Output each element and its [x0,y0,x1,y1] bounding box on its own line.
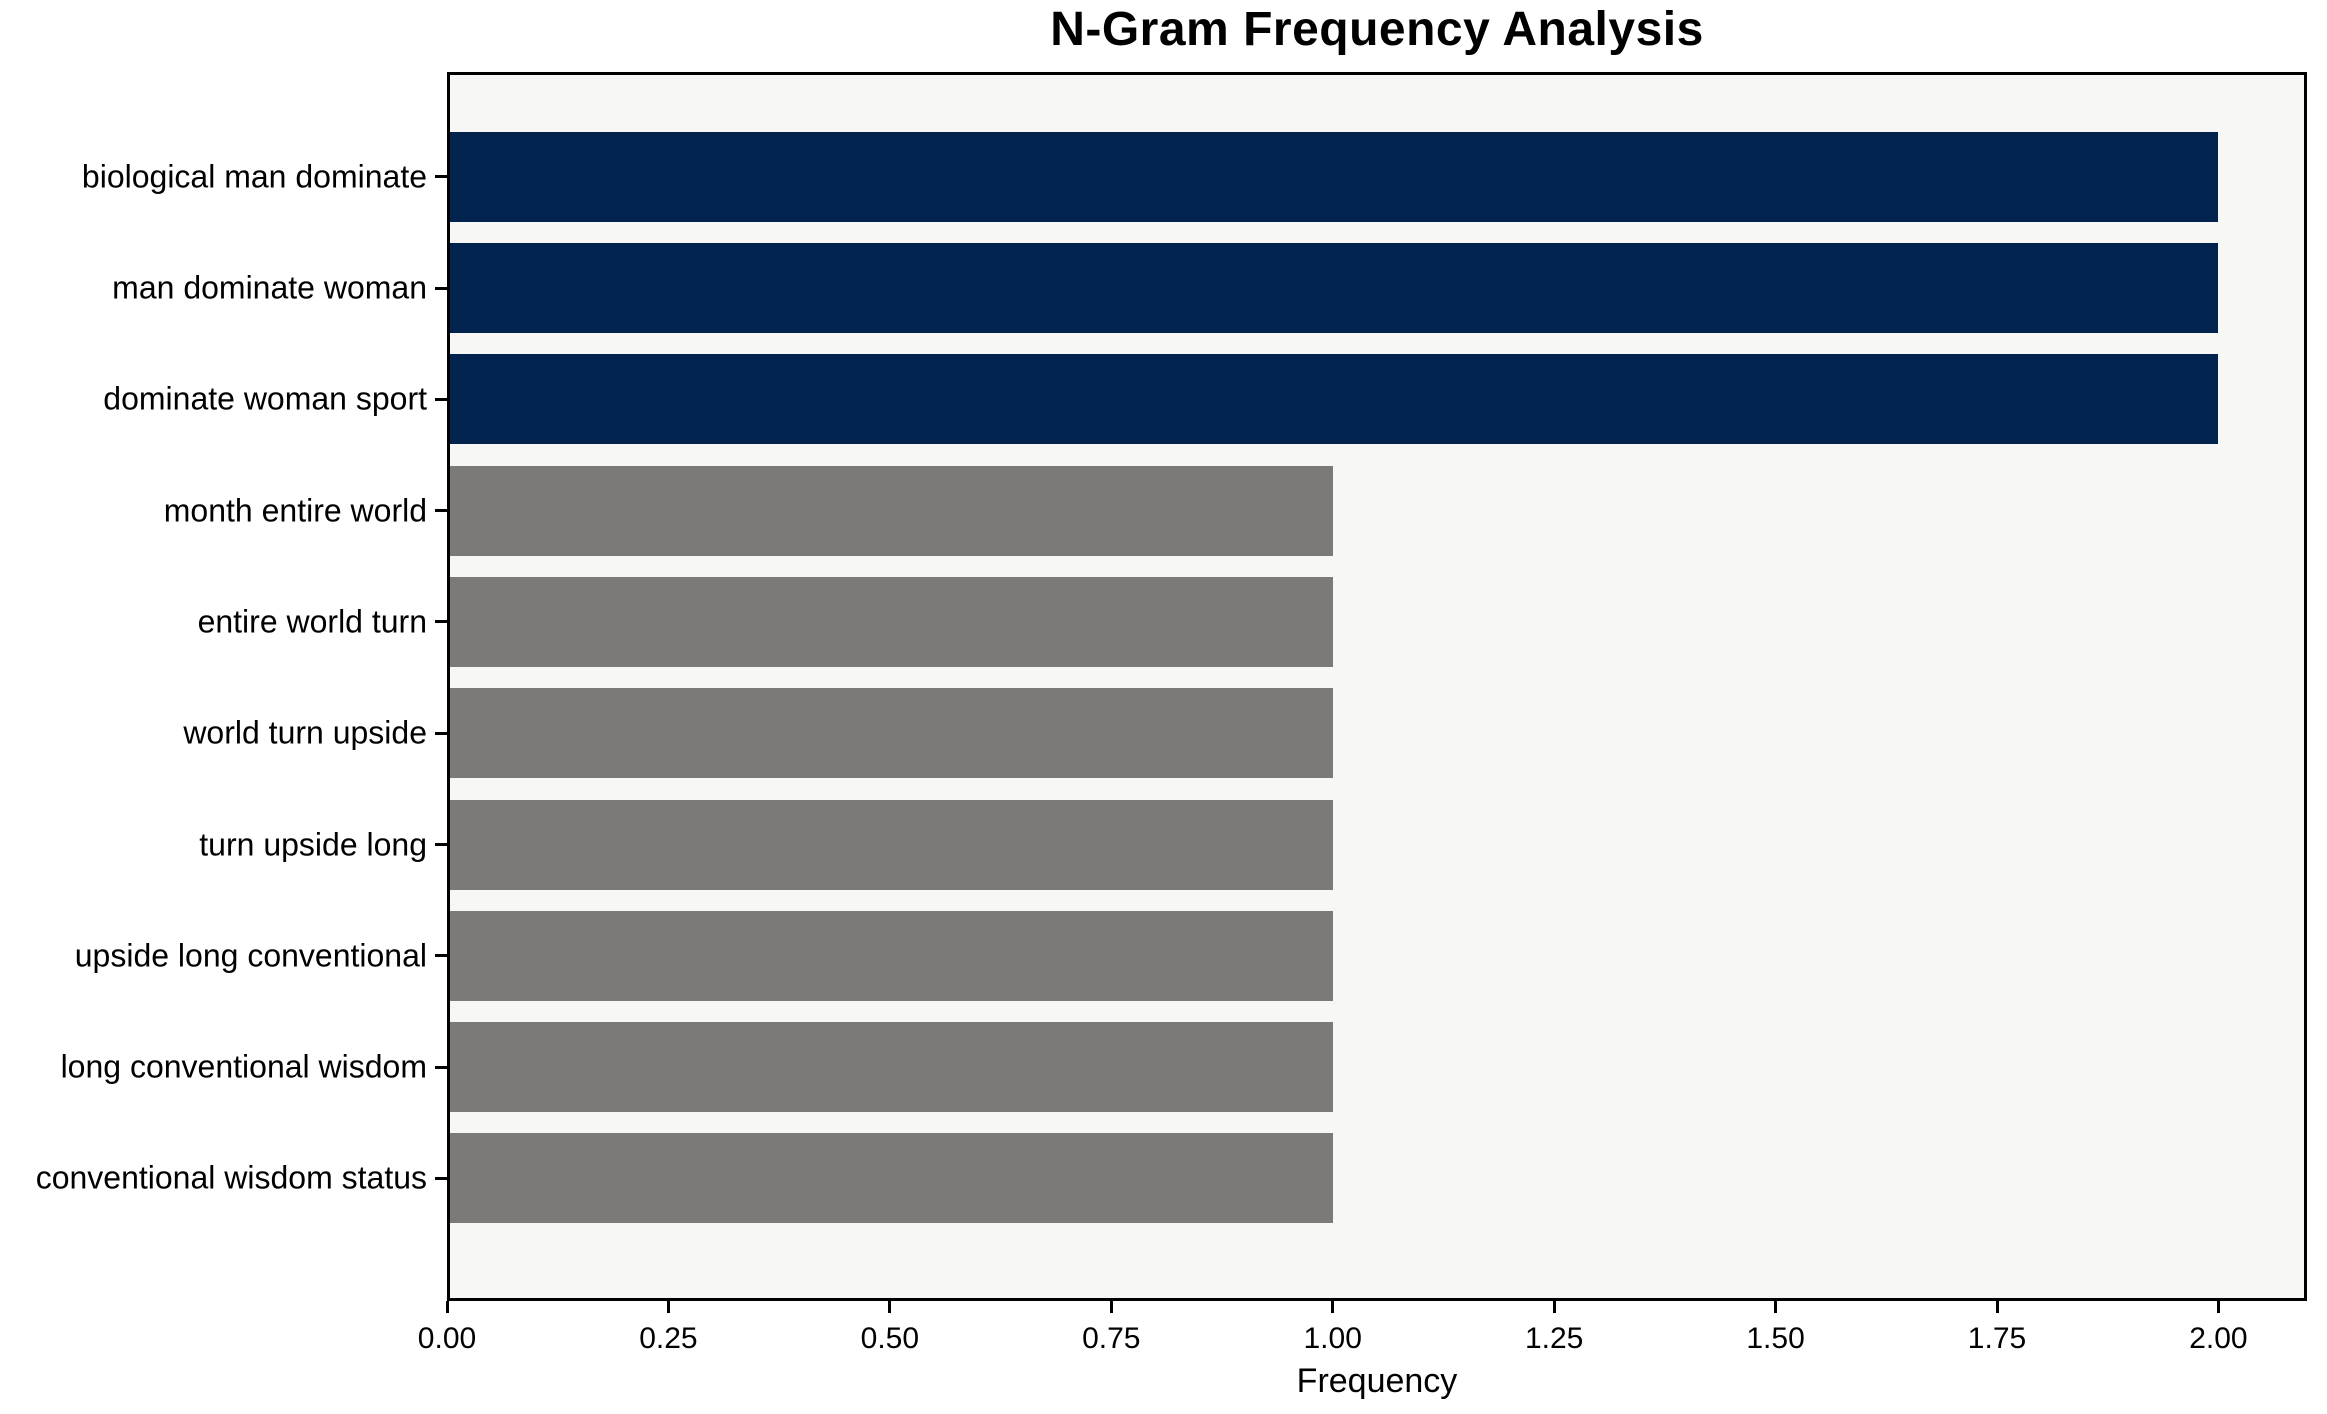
x-tick-label: 0.00 [417,1322,477,1355]
y-tick-label: long conventional wisdom [60,1048,427,1085]
x-tick-mark [2216,1301,2220,1313]
y-tick-mark [435,954,447,958]
y-tick-mark [435,397,447,401]
x-tick-mark [1109,1301,1113,1313]
y-tick-mark [435,286,447,290]
bar [450,465,1333,556]
x-axis-title: Frequency [1296,1362,1458,1400]
y-tick-mark [435,620,447,624]
bar [450,799,1333,890]
y-tick-mark [435,1065,447,1069]
y-tick-label: turn upside long [199,826,427,862]
x-tick-label: 2.00 [2189,1322,2248,1355]
x-tick-mark [888,1301,892,1313]
y-tick-label: entire world turn [197,603,427,640]
chart-title: N-Gram Frequency Analysis [1050,3,1704,56]
bar [450,1133,1333,1224]
y-tick-label: world turn upside [183,714,427,751]
x-tick-label: 1.00 [1303,1322,1362,1355]
bar [450,131,2219,222]
x-tick-label: 0.50 [860,1322,920,1355]
y-tick-label: man dominate woman [112,269,427,306]
bar [450,1022,1333,1113]
y-tick-mark [435,731,447,735]
x-tick-mark [1774,1301,1778,1313]
bar [450,688,1333,779]
y-tick-label: month entire world [163,492,427,529]
x-tick-mark [1552,1301,1556,1313]
x-tick-mark [666,1301,670,1313]
x-tick-mark [445,1301,449,1313]
y-tick-mark [435,175,447,179]
bar [450,354,2219,445]
x-tick-label: 1.75 [1967,1322,2027,1355]
x-tick-mark [1331,1301,1335,1313]
bars-layer [450,72,2304,1301]
bar [450,910,1333,1001]
x-tick-label: 0.75 [1082,1322,1141,1355]
bar [450,576,1333,667]
y-tick-label: dominate woman sport [103,380,427,417]
y-tick-label: conventional wisdom status [35,1159,427,1196]
x-tick-label: 1.50 [1746,1322,1805,1355]
y-tick-mark [435,1176,447,1180]
y-tick-label: biological man dominate [81,158,427,195]
bar [450,243,2219,333]
x-tick-label: 0.25 [639,1322,698,1355]
y-tick-mark [435,843,447,846]
x-tick-mark [1995,1301,1999,1313]
y-tick-mark [435,509,447,513]
x-tick-label: 1.25 [1524,1322,1584,1355]
y-tick-label: upside long conventional [74,937,427,974]
